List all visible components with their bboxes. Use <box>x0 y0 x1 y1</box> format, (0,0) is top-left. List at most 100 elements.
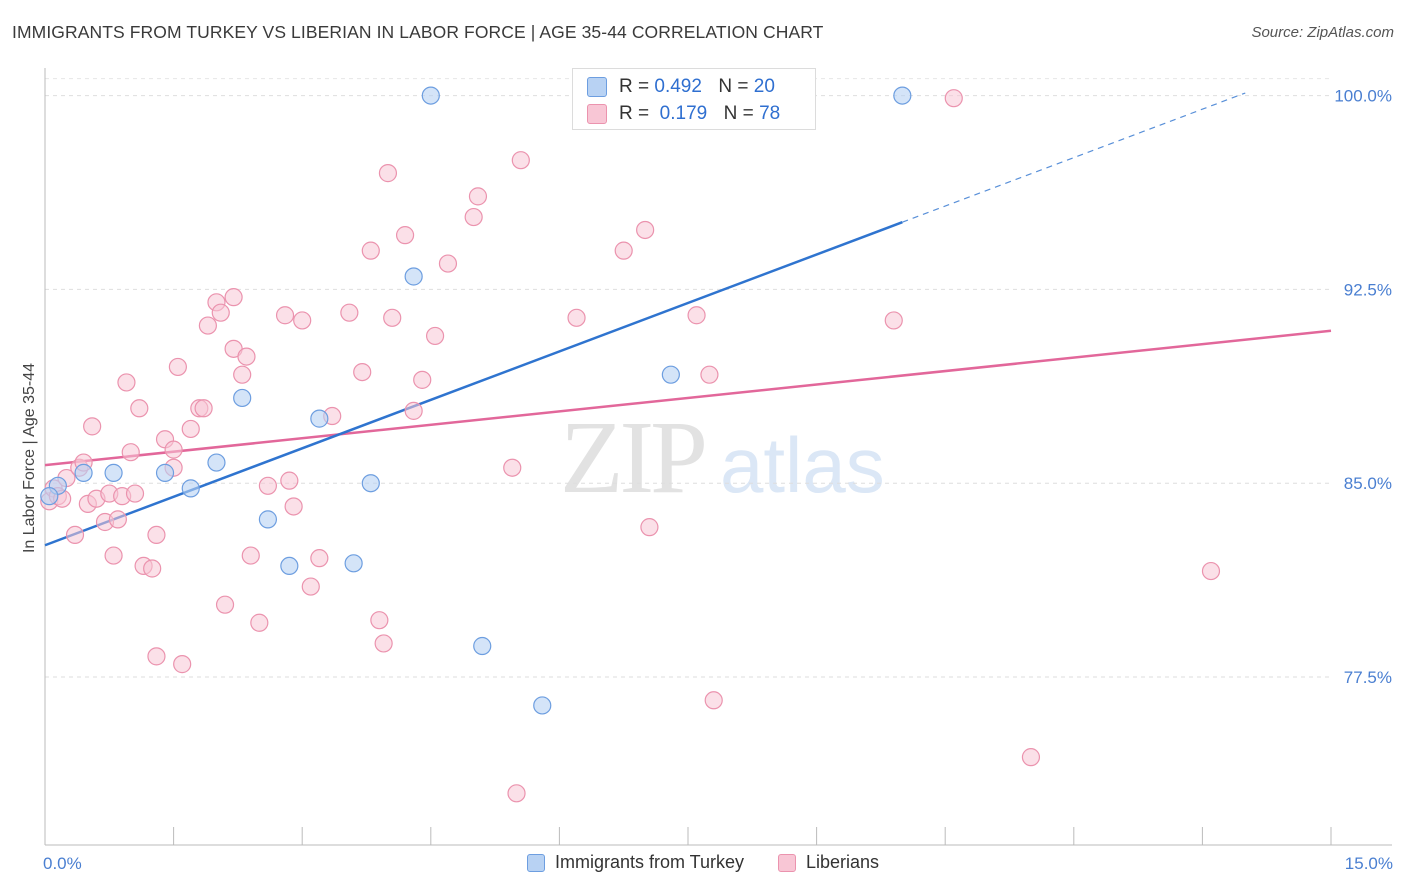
point-liberians <box>413 370 432 389</box>
point-liberians <box>704 691 723 710</box>
point-liberians <box>507 784 526 803</box>
point-liberians <box>567 308 586 327</box>
turkey-r-value: 0.492 <box>654 76 702 97</box>
point-turkey <box>533 696 552 715</box>
watermark-zip: ZIP <box>560 400 704 515</box>
point-liberians <box>293 311 312 330</box>
data-points <box>40 86 1221 803</box>
point-liberians <box>173 655 192 674</box>
point-liberians <box>284 497 303 516</box>
point-liberians <box>108 510 127 529</box>
point-turkey <box>280 556 299 576</box>
point-liberians <box>503 458 522 477</box>
point-liberians <box>425 326 445 346</box>
turkey-n-label: N = <box>718 76 749 97</box>
legend-swatch-turkey <box>526 853 545 872</box>
point-liberians <box>233 365 252 384</box>
x-tick-label-end: 15.0% <box>1345 854 1393 873</box>
point-turkey <box>344 554 363 573</box>
point-liberians <box>130 399 149 418</box>
point-liberians <box>241 546 260 565</box>
point-liberians <box>1021 748 1041 767</box>
point-liberians <box>614 241 633 260</box>
turkey-r-label: R = <box>619 76 650 97</box>
point-liberians <box>395 226 415 245</box>
point-liberians <box>275 306 295 325</box>
watermark-atlas: atlas <box>720 421 885 509</box>
point-liberians <box>687 306 706 325</box>
axes <box>44 68 1392 846</box>
point-liberians <box>121 443 140 462</box>
point-liberians <box>361 241 380 260</box>
point-liberians <box>250 613 269 632</box>
point-liberians <box>1201 561 1221 581</box>
point-liberians <box>143 559 162 578</box>
point-liberians <box>258 476 278 495</box>
point-liberians <box>640 518 659 537</box>
x-tick-label-start: 0.0% <box>43 854 82 873</box>
point-liberians <box>310 549 329 568</box>
point-turkey <box>404 267 423 286</box>
point-turkey <box>258 510 278 529</box>
point-liberians <box>884 311 903 330</box>
point-liberians <box>383 308 402 327</box>
point-liberians <box>104 546 123 565</box>
legend-label-liberians: Liberians <box>806 852 880 872</box>
turkey-swatch <box>587 77 607 97</box>
point-turkey <box>310 409 329 428</box>
point-liberians <box>211 303 230 322</box>
point-turkey <box>207 453 226 472</box>
point-liberians <box>464 207 483 227</box>
liberians-n-label: N = <box>723 103 754 124</box>
point-liberians <box>237 347 256 366</box>
point-turkey <box>40 487 59 506</box>
liberians-swatch <box>587 104 607 124</box>
point-turkey <box>421 86 440 105</box>
point-liberians <box>404 401 423 420</box>
point-liberians <box>944 89 963 108</box>
point-turkey <box>361 474 380 493</box>
liberians-n-value: 78 <box>759 103 781 124</box>
stats-legend: R = 0.492 N = 20 R = 0.179 N = 78 <box>572 68 816 130</box>
point-liberians <box>301 577 320 596</box>
point-liberians <box>280 471 299 490</box>
point-turkey <box>104 463 123 482</box>
y-tick-label: 100.0% <box>1334 87 1392 106</box>
chart-title: IMMIGRANTS FROM TURKEY VS LIBERIAN IN LA… <box>12 22 824 42</box>
point-turkey <box>74 463 93 482</box>
x-tick-labels: 0.0% 15.0% <box>43 854 1393 873</box>
point-liberians <box>353 362 372 382</box>
trend-line-turkey-extension <box>902 92 1246 223</box>
stats-row-turkey: R = 0.492 N = 20 <box>587 74 775 100</box>
point-liberians <box>117 373 136 392</box>
point-turkey <box>661 365 680 384</box>
point-liberians <box>164 440 183 459</box>
point-turkey <box>181 479 200 498</box>
legend-item-turkey[interactable]: Immigrants from Turkey <box>526 852 744 873</box>
point-liberians <box>168 357 187 377</box>
point-liberians <box>438 254 458 273</box>
trend-line-liberians <box>44 329 1332 467</box>
point-liberians <box>374 634 393 653</box>
point-liberians <box>224 288 243 307</box>
point-liberians <box>181 419 200 439</box>
point-turkey <box>155 463 175 482</box>
point-liberians <box>65 525 85 545</box>
watermark: ZIP atlas <box>560 400 885 515</box>
point-liberians <box>125 484 145 503</box>
point-liberians <box>340 303 359 322</box>
y-tick-labels: 77.5% 85.0% 92.5% 100.0% <box>1334 87 1392 687</box>
legend-label-turkey: Immigrants from Turkey <box>554 852 744 872</box>
liberians-r-value: 0.179 <box>659 103 708 124</box>
point-liberians <box>468 187 488 206</box>
point-liberians <box>198 316 217 335</box>
point-liberians <box>83 417 102 436</box>
point-liberians <box>378 164 398 183</box>
point-liberians <box>700 365 719 384</box>
point-liberians <box>636 220 655 240</box>
legend-swatch-liberians <box>778 853 796 872</box>
legend-item-liberians[interactable]: Liberians <box>778 852 879 873</box>
point-turkey <box>233 388 252 408</box>
point-turkey <box>473 636 492 656</box>
